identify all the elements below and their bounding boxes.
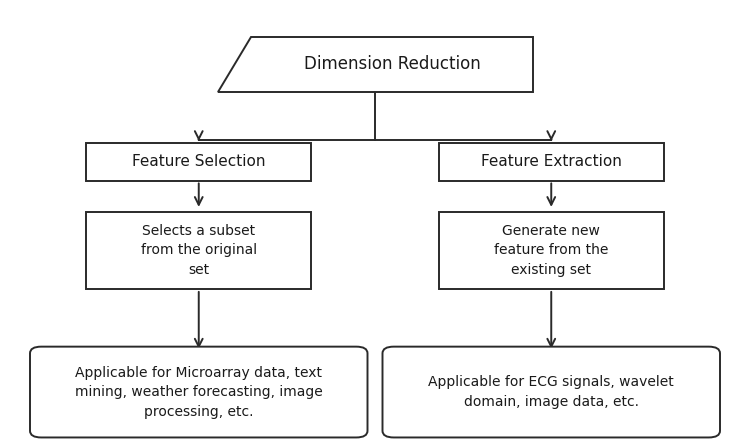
Text: Dimension Reduction: Dimension Reduction (304, 55, 480, 73)
Text: Selects a subset
from the original
set: Selects a subset from the original set (141, 224, 256, 277)
Text: Generate new
feature from the
existing set: Generate new feature from the existing s… (494, 224, 608, 277)
FancyBboxPatch shape (439, 143, 664, 181)
Polygon shape (217, 37, 532, 92)
FancyBboxPatch shape (439, 212, 664, 289)
Text: Feature Selection: Feature Selection (132, 154, 266, 169)
FancyBboxPatch shape (86, 143, 311, 181)
FancyBboxPatch shape (382, 346, 720, 438)
Text: Feature Extraction: Feature Extraction (481, 154, 622, 169)
Text: Applicable for ECG signals, wavelet
domain, image data, etc.: Applicable for ECG signals, wavelet doma… (428, 375, 674, 409)
FancyBboxPatch shape (30, 346, 368, 438)
FancyBboxPatch shape (86, 212, 311, 289)
Text: Applicable for Microarray data, text
mining, weather forecasting, image
processi: Applicable for Microarray data, text min… (75, 365, 322, 419)
